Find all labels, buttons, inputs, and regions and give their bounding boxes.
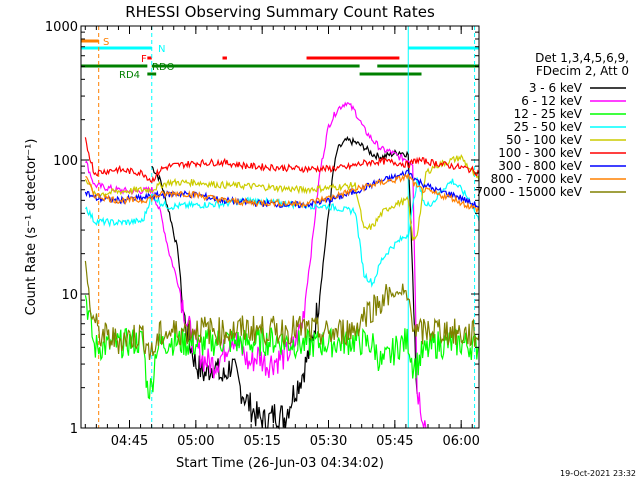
legend-entry-label: 50 - 100 keV	[506, 133, 583, 147]
x-tick-label: 05:30	[310, 434, 347, 449]
legend-entry-label: 100 - 300 keV	[498, 146, 582, 160]
plot-frame	[80, 25, 480, 429]
y-tick-label: 1	[70, 422, 78, 437]
x-tick-label: 04:45	[111, 434, 148, 449]
y-axis-label: Count Rate (s⁻¹ detector⁻¹)	[24, 139, 39, 316]
legend-entry-label: 300 - 800 keV	[498, 159, 582, 173]
series-line-8	[84, 260, 480, 360]
series-layer	[84, 101, 480, 430]
flag-label-rdo: RDO	[152, 62, 175, 73]
series-line-4	[84, 153, 480, 241]
vertical-lines-layer	[98, 26, 476, 428]
axis-ticks-layer: 1 10 100 1000 04:45 05:00 05:15 05:30 05:45 06:00	[45, 20, 480, 449]
x-tick-label: 05:00	[177, 434, 214, 449]
legend-header-line: Det 1,3,4,5,6,9,	[535, 51, 629, 65]
legend-header-line: FDecim 2, Att 0	[536, 64, 629, 78]
legend-entry-label: 25 - 50 keV	[514, 120, 583, 134]
legend-entry-label: 12 - 25 keV	[514, 107, 583, 121]
legend: Det 1,3,4,5,6,9,FDecim 2, Att 0 3 - 6 keV…	[475, 51, 629, 199]
series-line-0	[151, 135, 418, 430]
legend-entry-label: 3 - 6 keV	[529, 81, 583, 95]
x-tick-label: 05:45	[376, 434, 413, 449]
flag-label-rd4: RD4	[119, 70, 140, 81]
chart-title: RHESSI Observing Summary Count Rates	[125, 3, 435, 21]
flag-label-s: S	[103, 37, 109, 48]
legend-entry-label: 7000 - 15000 keV	[475, 185, 582, 199]
series-line-5	[84, 137, 480, 184]
x-axis-label: Start Time (26-Jun-03 04:34:02)	[176, 456, 384, 471]
x-tick-label: 05:15	[243, 434, 280, 449]
footer-timestamp: 19-Oct-2021 23:32	[560, 469, 636, 478]
legend-entry-label: 800 - 7000 keV	[491, 172, 583, 186]
flag-label-n: N	[158, 44, 165, 55]
series-line-2	[84, 295, 480, 400]
series-line-7	[85, 173, 480, 213]
flag-label-f: F	[141, 54, 147, 65]
series-line-1	[85, 101, 427, 429]
legend-entry-label: 6 - 12 keV	[521, 94, 583, 108]
y-tick-label: 1000	[45, 20, 78, 35]
flag-bars-layer: S NF RDO RD4	[81, 37, 479, 81]
y-tick-label: 100	[53, 154, 78, 169]
series-line-3	[84, 177, 480, 288]
y-tick-label: 10	[61, 288, 78, 303]
x-tick-label: 06:00	[442, 434, 479, 449]
